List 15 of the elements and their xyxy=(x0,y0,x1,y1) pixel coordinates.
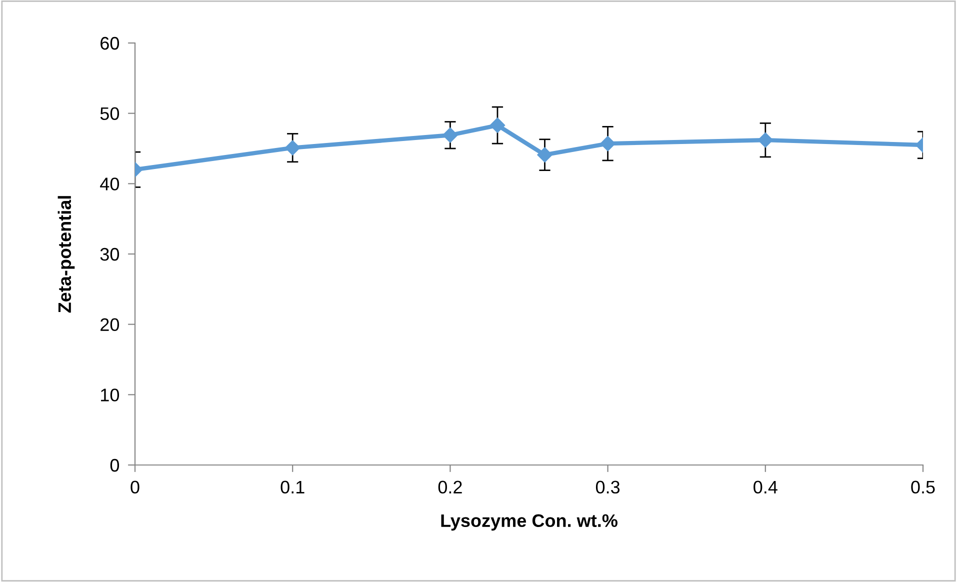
y-tick-label: 10 xyxy=(101,388,120,402)
y-axis-title: Zeta-potential xyxy=(58,196,75,313)
y-tick-label: 60 xyxy=(100,36,120,50)
x-tick-label: 0.3 xyxy=(596,480,620,494)
y-tick-label: 30 xyxy=(100,248,120,261)
x-axis-title: Lysozyme Con. wt.% xyxy=(441,514,618,531)
x-tick-label: 0.4 xyxy=(754,480,778,494)
x-tick-label: 0.1 xyxy=(280,480,304,494)
y-tick-label: 40 xyxy=(100,178,120,190)
x-tick-label: 0.2 xyxy=(438,480,462,494)
x-tick-label: 0 xyxy=(130,480,140,494)
y-tick-label: 50 xyxy=(100,107,120,120)
y-tick-label: 20 xyxy=(100,318,120,332)
y-tick-label: 0 xyxy=(110,458,120,472)
x-tick-label: 0.5 xyxy=(911,480,935,494)
